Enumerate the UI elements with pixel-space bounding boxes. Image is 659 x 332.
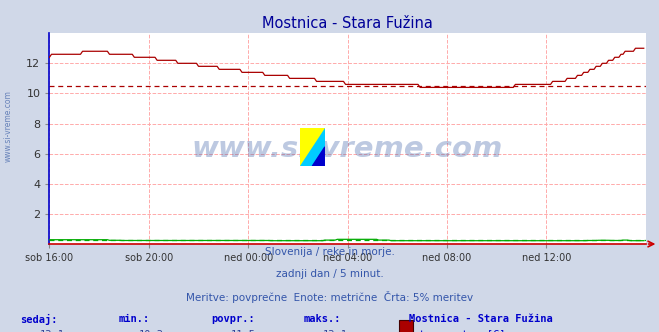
Text: 10,3: 10,3 <box>138 330 163 332</box>
Polygon shape <box>300 128 325 166</box>
Text: www.si-vreme.com: www.si-vreme.com <box>192 135 503 163</box>
Text: www.si-vreme.com: www.si-vreme.com <box>3 90 13 162</box>
Bar <box>399 320 413 332</box>
Text: 11,5: 11,5 <box>231 330 256 332</box>
Text: sedaj:: sedaj: <box>20 314 57 325</box>
Text: temperatura[C]: temperatura[C] <box>418 330 506 332</box>
Text: 13,1: 13,1 <box>323 330 348 332</box>
Text: Slovenija / reke in morje.: Slovenija / reke in morje. <box>264 247 395 257</box>
Text: min.:: min.: <box>119 314 150 324</box>
Text: Mostnica - Stara Fužina: Mostnica - Stara Fužina <box>409 314 552 324</box>
Title: Mostnica - Stara Fužina: Mostnica - Stara Fužina <box>262 16 433 31</box>
Polygon shape <box>300 128 325 166</box>
Text: Meritve: povprečne  Enote: metrične  Črta: 5% meritev: Meritve: povprečne Enote: metrične Črta:… <box>186 290 473 303</box>
Text: 13,1: 13,1 <box>40 330 65 332</box>
Text: zadnji dan / 5 minut.: zadnji dan / 5 minut. <box>275 269 384 279</box>
Polygon shape <box>312 147 325 166</box>
Text: maks.:: maks.: <box>303 314 341 324</box>
Text: povpr.:: povpr.: <box>211 314 254 324</box>
